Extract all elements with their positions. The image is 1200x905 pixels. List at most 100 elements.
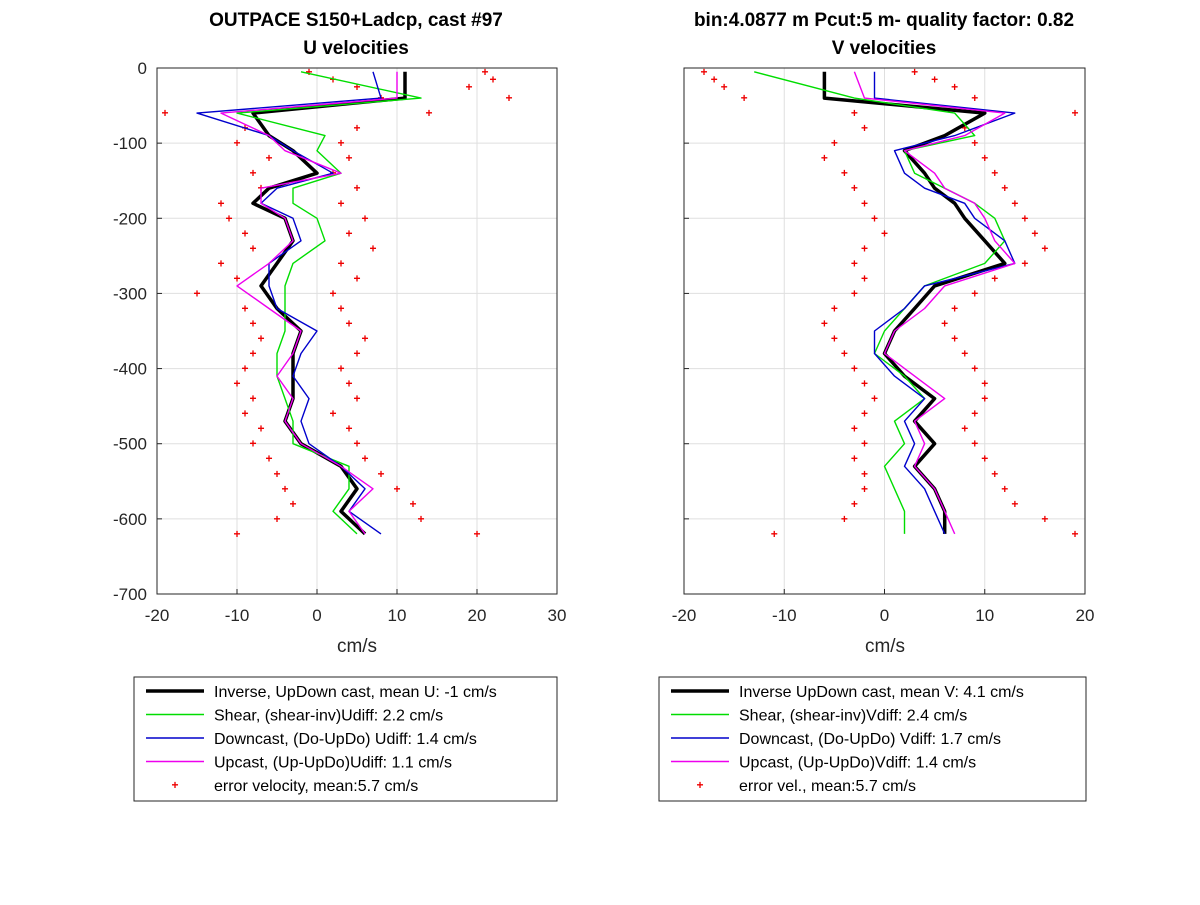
- u-y-tick-labels: 0 -100 -200 -300 -400 -500 -600 -700: [113, 59, 147, 604]
- v-error-velocity-point: +: [851, 106, 858, 120]
- u-legend-downcast-label: Downcast, (Do-UpDo) Udiff: 1.4 cm/s: [214, 731, 477, 748]
- v-plot-title-line2: V velocities: [832, 38, 937, 59]
- u-error-velocity-point: +: [425, 106, 432, 120]
- u-error-velocity-point: +: [337, 256, 344, 270]
- u-error-velocity-point: +: [369, 241, 376, 255]
- u-error-velocity-point: +: [289, 497, 296, 511]
- u-error-velocity-point: +: [233, 377, 240, 391]
- v-error-velocity-point: +: [831, 301, 838, 315]
- u-x-tick-label: 0: [312, 606, 321, 625]
- v-error-velocity-point: +: [1021, 211, 1028, 225]
- v-error-velocity-point: +: [1041, 512, 1048, 526]
- v-velocity-panel: bin:4.0877 m Pcut:5 m- quality factor: 0…: [658, 10, 1095, 802]
- u-y-tick-label: -700: [113, 585, 147, 604]
- v-error-velocity-point: +: [861, 196, 868, 210]
- v-error-velocity-point: +: [821, 151, 828, 165]
- v-x-tick-label: -20: [672, 606, 697, 625]
- u-x-tick-label: -10: [225, 606, 250, 625]
- u-y-tick-label: -200: [113, 209, 147, 228]
- u-x-axis-label: cm/s: [337, 636, 377, 657]
- u-error-velocity-point: +: [337, 362, 344, 376]
- u-legend: Inverse, UpDown cast, mean U: -1 cm/s She…: [133, 676, 558, 802]
- v-plot-title-line1: bin:4.0877 m Pcut:5 m- quality factor: 0…: [694, 10, 1074, 31]
- u-x-tick-labels: -20 -10 0 10 20 30: [145, 606, 567, 625]
- v-error-velocity-point: +: [861, 437, 868, 451]
- u-x-tick-label: 20: [468, 606, 487, 625]
- v-error-velocity-point: +: [1071, 106, 1078, 120]
- v-error-velocity-point: +: [981, 151, 988, 165]
- v-inverse-line: [822, 71, 1007, 534]
- v-error-velocity-point: +: [971, 407, 978, 421]
- u-error-velocity-point: +: [249, 241, 256, 255]
- u-error-velocity-point: +: [273, 512, 280, 526]
- u-error-velocity-point: +: [337, 301, 344, 315]
- u-error-velocity-point: +: [489, 72, 496, 86]
- v-error-velocity-point: +: [961, 121, 968, 135]
- u-velocity-lines: [196, 71, 422, 536]
- u-legend-inverse-label: Inverse, UpDown cast, mean U: -1 cm/s: [214, 684, 497, 701]
- u-legend-error-velocity-swatch: +: [171, 778, 178, 792]
- u-error-velocity-point: +: [249, 166, 256, 180]
- v-legend-error-velocity-label: error vel., mean:5.7 cm/s: [739, 778, 916, 795]
- u-error-velocity-point: +: [249, 392, 256, 406]
- v-error-velocity-point: +: [971, 91, 978, 105]
- v-error-velocity-point: +: [871, 392, 878, 406]
- u-y-tick-label: -600: [113, 510, 147, 529]
- v-plot-frame: [683, 67, 1086, 595]
- u-legend-error-velocity-label: error velocity, mean:5.7 cm/s: [214, 778, 418, 795]
- u-error-velocity-point: +: [241, 226, 248, 240]
- u-error-velocity-point: +: [505, 91, 512, 105]
- v-error-velocity-point: +: [1041, 241, 1048, 255]
- v-error-velocity-point: +: [741, 91, 748, 105]
- v-velocity-lines: [754, 71, 1016, 535]
- u-error-velocity-point: +: [329, 286, 336, 300]
- u-error-velocity-point: +: [465, 80, 472, 94]
- u-error-velocity-point: +: [393, 482, 400, 496]
- u-error-velocity-point: +: [329, 407, 336, 421]
- v-error-velocity-point: +: [1011, 196, 1018, 210]
- u-error-velocity-point: +: [217, 196, 224, 210]
- v-error-velocity-point: +: [981, 392, 988, 406]
- u-error-velocity-point: +: [345, 422, 352, 436]
- u-error-velocity-point: +: [161, 106, 168, 120]
- u-error-velocity-point: +: [361, 332, 368, 346]
- u-shear-line: [236, 71, 422, 535]
- v-error-velocity-point: +: [991, 467, 998, 481]
- v-error-velocity-point: +: [1011, 497, 1018, 511]
- v-error-velocity-point: +: [701, 65, 708, 79]
- u-error-velocity-point: +: [361, 452, 368, 466]
- u-error-velocity-point: +: [281, 482, 288, 496]
- v-error-velocity-point: +: [861, 407, 868, 421]
- u-error-velocity-point: +: [337, 136, 344, 150]
- v-error-velocity-point: +: [711, 72, 718, 86]
- u-x-tick-label: 30: [548, 606, 567, 625]
- v-error-velocity-point: +: [851, 256, 858, 270]
- u-error-velocity-point: +: [273, 467, 280, 481]
- u-x-tick-label: 10: [388, 606, 407, 625]
- v-error-velocity-point: +: [841, 347, 848, 361]
- v-error-velocity-point: +: [1001, 181, 1008, 195]
- v-error-velocity-point: +: [1071, 527, 1078, 541]
- u-error-velocity-point: +: [241, 407, 248, 421]
- v-x-tick-label: 20: [1076, 606, 1095, 625]
- u-error-velocity-point: +: [353, 347, 360, 361]
- u-error-velocity-point: +: [193, 286, 200, 300]
- u-error-velocity-point: +: [353, 437, 360, 451]
- u-error-velocity-point: +: [353, 392, 360, 406]
- u-legend-upcast-label: Upcast, (Up-UpDo)Udiff: 1.1 cm/s: [214, 755, 452, 772]
- u-error-velocity-point: +: [345, 226, 352, 240]
- u-error-velocity-point: +: [377, 467, 384, 481]
- u-y-tick-label: -500: [113, 435, 147, 454]
- v-error-velocity-point: +: [981, 452, 988, 466]
- u-error-velocity-point: +: [353, 181, 360, 195]
- v-error-velocity-point: +: [851, 452, 858, 466]
- u-x-tick-label: -20: [145, 606, 170, 625]
- u-error-velocity-point: +: [345, 151, 352, 165]
- v-error-velocity-point: +: [871, 211, 878, 225]
- v-error-velocity-point: +: [1001, 482, 1008, 496]
- u-error-velocity-point: +: [241, 301, 248, 315]
- u-y-tick-label: -100: [113, 134, 147, 153]
- u-legend-box: [133, 676, 558, 802]
- v-error-velocity-point: +: [851, 497, 858, 511]
- v-error-velocity-point: +: [971, 136, 978, 150]
